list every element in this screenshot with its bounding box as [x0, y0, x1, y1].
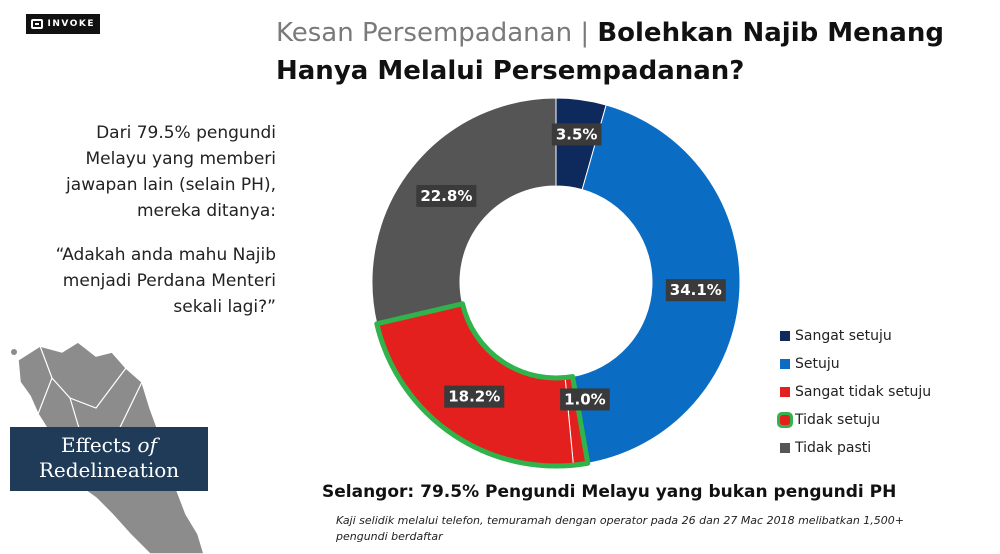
effects-badge: Effects of Redelineation — [10, 427, 208, 491]
data-label-tidak-setuju: 1.0% — [564, 390, 606, 408]
logo-text: INVOKE — [47, 19, 95, 29]
page-title: Kesan Persempadanan | Bolehkan Najib Men… — [276, 14, 976, 90]
invoke-logo: INVOKE — [26, 14, 100, 34]
badge-word-of: of — [137, 433, 157, 457]
intro-text: Dari 79.5% pengundi Melayu yang memberi … — [66, 123, 276, 221]
legend-item-tidak-setuju: Tidak setuju — [777, 406, 990, 434]
highlight-outline — [374, 301, 591, 469]
chart-legend: Sangat setuju Setuju Sangat tidak setuju Ti… — [777, 322, 990, 462]
legend-item-setuju: Setuju — [780, 350, 990, 378]
data-label-bg-sangat-setuju — [551, 123, 602, 146]
data-label-bg-tidak-setuju — [560, 388, 610, 411]
data-label-sangat-tidak-setuju: 18.2% — [448, 388, 500, 406]
logo-mark-icon — [31, 19, 43, 29]
donut-slice-tidak-pasti — [371, 97, 557, 325]
badge-word-effects: Effects — [61, 433, 132, 457]
legend-swatch-tidak-setuju — [777, 412, 793, 428]
data-label-bg-setuju — [665, 279, 726, 302]
donut-slice-setuju — [572, 104, 741, 464]
title-separator: | — [580, 18, 590, 48]
data-label-bg-tidak-pasti — [416, 184, 477, 207]
legend-swatch-sangat-tidak-setuju — [780, 387, 790, 397]
data-label-sangat-setuju: 3.5% — [556, 125, 598, 143]
donut-chart: 3.5% 34.1% 1.0% 18.2% 22.8% — [371, 97, 741, 469]
legend-item-sangat-setuju: Sangat setuju — [780, 322, 990, 350]
data-label-bg-sangat-tidak-setuju — [444, 385, 505, 408]
badge-line2: Redelineation — [38, 458, 180, 482]
legend-label-tidak-setuju: Tidak setuju — [795, 412, 881, 428]
data-label-setuju: 34.1% — [670, 281, 722, 299]
legend-swatch-setuju — [780, 359, 790, 369]
question-text: “Adakah anda mahu Najib menjadi Perdana … — [55, 245, 276, 317]
chart-subtitle: Selangor: 79.5% Pengundi Melayu yang buk… — [322, 482, 897, 502]
legend-swatch-sangat-setuju — [780, 331, 790, 341]
data-label-tidak-pasti: 22.8% — [420, 187, 472, 205]
legend-item-sangat-tidak-setuju: Sangat tidak setuju — [780, 378, 990, 406]
footnote: Kaji selidik melalui telefon, temuramah … — [336, 514, 904, 543]
legend-item-tidak-pasti: Tidak pasti — [780, 434, 990, 462]
legend-label-setuju: Setuju — [795, 356, 840, 372]
legend-swatch-tidak-pasti — [780, 443, 790, 453]
title-prefix: Kesan Persempadanan — [276, 18, 573, 48]
title-main: Bolehkan Najib Menang Hanya Melalui Pers… — [276, 18, 944, 86]
legend-label-tidak-pasti: Tidak pasti — [795, 440, 872, 456]
legend-label-sangat-tidak-setuju: Sangat tidak setuju — [795, 384, 932, 400]
legend-label-sangat-setuju: Sangat setuju — [795, 328, 892, 344]
badge-line1: Effects of — [10, 433, 208, 457]
